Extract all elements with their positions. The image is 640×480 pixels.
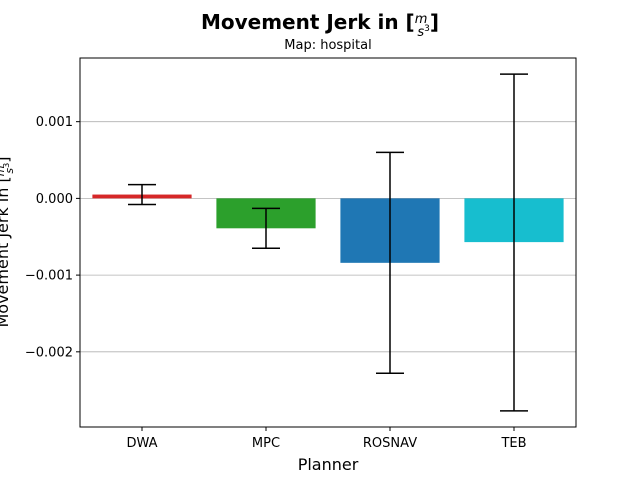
title-unit-numerator: m [415,12,428,27]
y-tick-label: 0.001 [36,115,73,130]
y-label-unit-denominator: s [3,168,16,174]
y-label-unit-numerator: m [0,166,7,177]
y-label-close-bracket: ] [0,156,12,162]
chart-subtitle: Map: hospital [284,38,371,53]
title-text: Movement Jerk in [ [201,10,415,34]
title-unit-denominator: s [417,25,424,40]
x-tick-label: MPC [252,436,280,451]
y-axis-ticks: 0.001 0.000 −0.001 −0.002 [25,115,80,360]
x-axis-ticks: DWA MPC ROSNAV TEB [126,427,527,451]
x-axis-label: Planner [298,455,359,474]
bars [92,194,564,263]
y-tick-label: −0.002 [25,345,73,360]
chart-title: Movement Jerk in [m s3] [201,10,439,40]
x-tick-label: ROSNAV [363,436,417,451]
title-close-bracket: ] [430,10,439,34]
y-label-text: Movement Jerk in [ [0,176,12,327]
x-tick-label: TEB [500,436,526,451]
error-bars [128,73,528,412]
y-tick-label: −0.001 [25,269,73,284]
x-tick-label: DWA [126,436,157,451]
plot-area-frame [79,57,577,428]
y-label-unit-exponent: 3 [2,163,11,168]
y-tick-label: 0.000 [36,192,73,207]
y-axis-label: Movement Jerk in [ms3] [0,156,16,327]
title-unit-exponent: 3 [424,24,430,34]
